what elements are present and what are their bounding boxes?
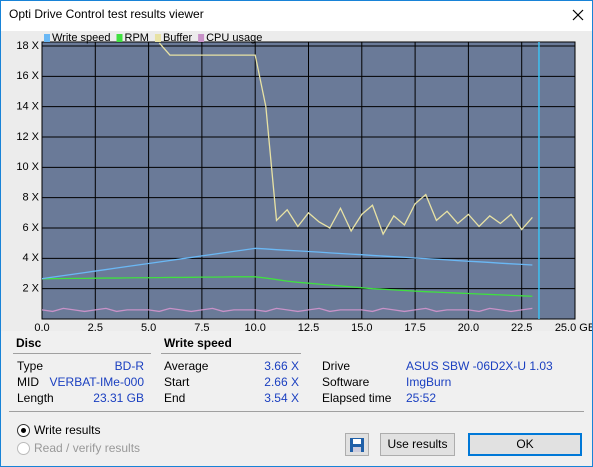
x-tick-label: 25.0 GB	[555, 322, 592, 334]
series-line	[158, 42, 533, 236]
legend-swatch	[116, 34, 123, 42]
y-tick-label: 12 X	[16, 131, 39, 143]
field-value: 3.54 X	[264, 391, 299, 405]
field-value: 23.31 GB	[93, 391, 144, 405]
y-tick-label: 8 X	[22, 192, 39, 204]
x-tick-label: 7.5	[194, 322, 209, 334]
legend-swatch	[198, 34, 205, 42]
legend-label: Buffer	[163, 32, 192, 44]
legend-label: CPU usage	[206, 32, 262, 44]
disc-header: Disc	[16, 336, 42, 350]
x-tick-label: 12.5	[298, 322, 319, 334]
field-value: ASUS SBW -06D2X-U 1.03	[406, 359, 553, 373]
field-value: ImgBurn	[406, 375, 452, 389]
save-icon	[350, 438, 364, 452]
chart: Opti Drive Control test results viewer 2…	[1, 1, 592, 334]
field-label: Average	[164, 359, 209, 373]
series-line	[42, 276, 533, 297]
field-value: 3.66 X	[264, 359, 299, 373]
legend-swatch	[44, 34, 50, 42]
y-tick-label: 14 X	[16, 101, 39, 113]
y-tick-label: 10 X	[16, 161, 39, 173]
field-value: BD-R	[114, 359, 144, 373]
use-results-button[interactable]: Use results	[380, 433, 455, 456]
field-label: Length	[17, 391, 54, 405]
field-label: Start	[164, 375, 190, 389]
x-tick-label: 0.0	[34, 322, 49, 334]
field-label: MID	[17, 375, 39, 389]
write-speed-header: Write speed	[164, 336, 232, 350]
title-bar	[1, 1, 592, 31]
x-tick-label: 2.5	[88, 322, 103, 334]
legend-swatch	[154, 34, 161, 42]
radio-write[interactable]	[17, 424, 30, 437]
field-label: End	[164, 391, 186, 405]
field-label: Software	[322, 375, 370, 389]
legend-label: Write speed	[52, 32, 111, 44]
option-write-results[interactable]: Write results	[34, 423, 101, 437]
ok-button[interactable]: OK	[468, 433, 582, 456]
x-tick-label: 22.5	[511, 322, 532, 334]
x-tick-label: 17.5	[404, 322, 425, 334]
field-label: Type	[17, 359, 44, 373]
save-button[interactable]	[345, 433, 369, 456]
field-label: Elapsed time	[322, 391, 392, 405]
y-tick-label: 4 X	[22, 252, 39, 264]
x-tick-label: 20.0	[458, 322, 479, 334]
field-value: 2.66 X	[264, 375, 299, 389]
x-tick-label: 15.0	[351, 322, 372, 334]
y-tick-label: 18 X	[16, 40, 39, 52]
radio-read	[17, 442, 30, 455]
x-tick-label: 10.0	[244, 322, 265, 334]
legend-label: RPM	[125, 32, 149, 44]
series-line	[42, 307, 533, 313]
option-read-results: Read / verify results	[34, 441, 141, 455]
y-tick-label: 16 X	[16, 70, 39, 82]
field-value: VERBAT-IMe-000	[49, 375, 144, 389]
x-tick-label: 5.0	[141, 322, 156, 334]
field-value: 25:52	[406, 391, 437, 405]
series-line	[42, 247, 533, 280]
y-tick-label: 2 X	[22, 283, 39, 295]
close-button[interactable]	[572, 9, 584, 21]
field-label: Drive	[322, 359, 351, 373]
y-tick-label: 6 X	[22, 222, 39, 234]
window-title: Opti Drive Control test results viewer	[9, 7, 204, 21]
